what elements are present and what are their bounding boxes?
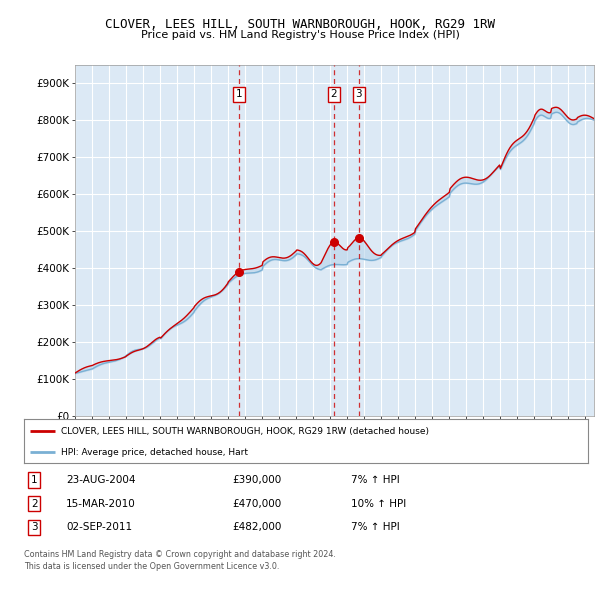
Text: Contains HM Land Registry data © Crown copyright and database right 2024.
This d: Contains HM Land Registry data © Crown c… xyxy=(24,550,336,571)
Text: 3: 3 xyxy=(31,522,37,532)
Text: CLOVER, LEES HILL, SOUTH WARNBOROUGH, HOOK, RG29 1RW (detached house): CLOVER, LEES HILL, SOUTH WARNBOROUGH, HO… xyxy=(61,427,428,436)
Text: CLOVER, LEES HILL, SOUTH WARNBOROUGH, HOOK, RG29 1RW: CLOVER, LEES HILL, SOUTH WARNBOROUGH, HO… xyxy=(105,18,495,31)
Text: 15-MAR-2010: 15-MAR-2010 xyxy=(66,499,136,509)
Text: 2: 2 xyxy=(31,499,37,509)
Text: Price paid vs. HM Land Registry's House Price Index (HPI): Price paid vs. HM Land Registry's House … xyxy=(140,30,460,40)
Text: 1: 1 xyxy=(236,90,242,100)
Text: HPI: Average price, detached house, Hart: HPI: Average price, detached house, Hart xyxy=(61,448,248,457)
Text: 3: 3 xyxy=(355,90,362,100)
Text: £390,000: £390,000 xyxy=(233,474,282,484)
Text: 02-SEP-2011: 02-SEP-2011 xyxy=(66,522,133,532)
Text: 23-AUG-2004: 23-AUG-2004 xyxy=(66,474,136,484)
Text: 7% ↑ HPI: 7% ↑ HPI xyxy=(351,522,400,532)
Text: 10% ↑ HPI: 10% ↑ HPI xyxy=(351,499,406,509)
Text: 1: 1 xyxy=(31,474,37,484)
Text: £482,000: £482,000 xyxy=(233,522,282,532)
Text: 7% ↑ HPI: 7% ↑ HPI xyxy=(351,474,400,484)
Text: 2: 2 xyxy=(331,90,337,100)
Text: £470,000: £470,000 xyxy=(233,499,282,509)
